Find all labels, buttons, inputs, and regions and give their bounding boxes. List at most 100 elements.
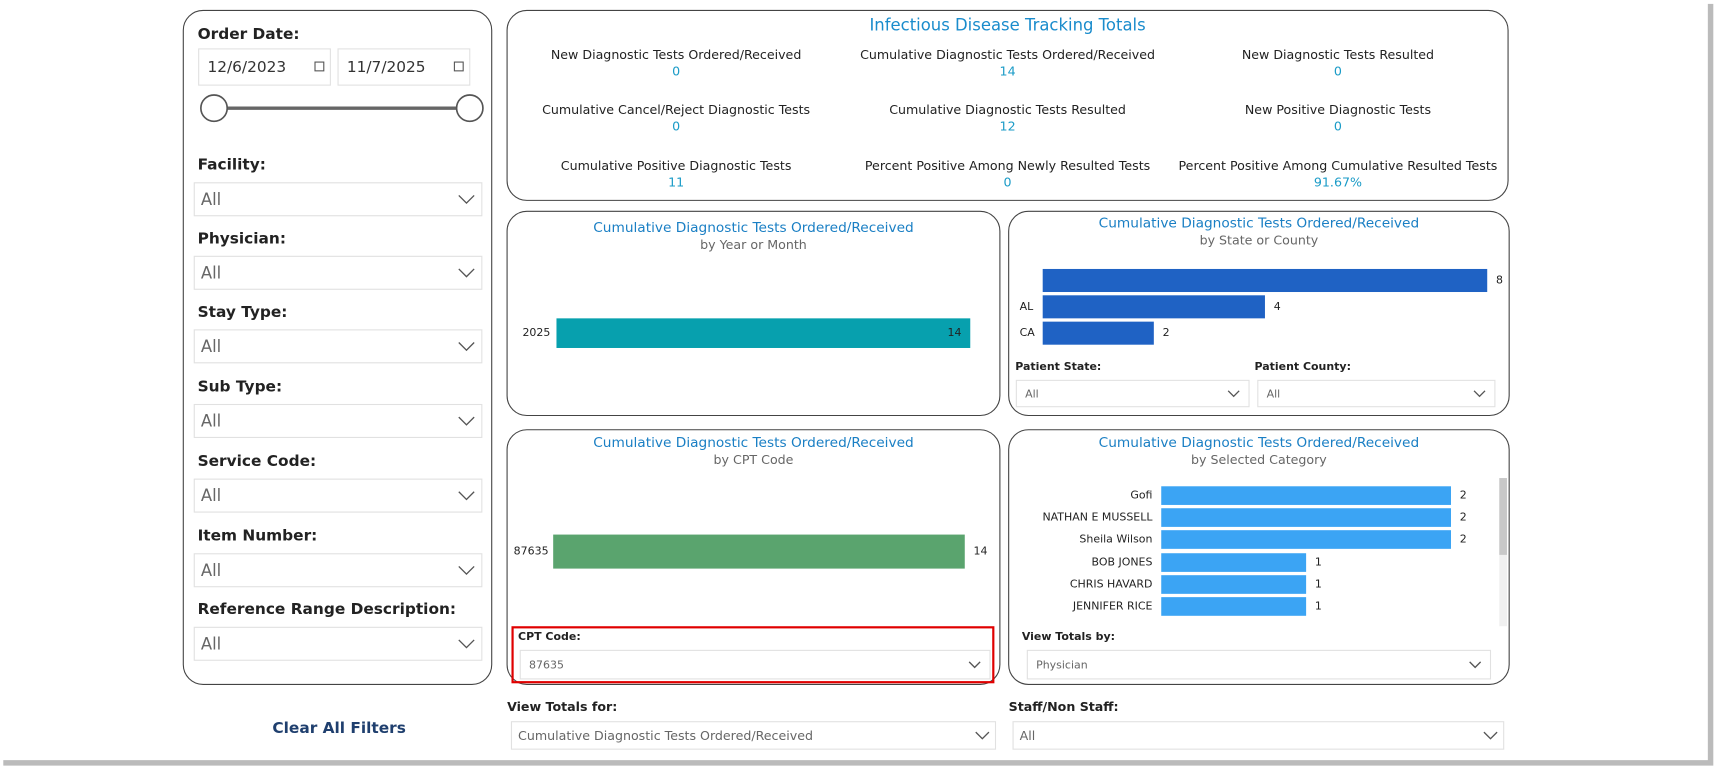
value-label: 2	[1460, 533, 1467, 546]
chevron[interactable]	[968, 661, 981, 669]
kpi-value: 0	[1334, 63, 1342, 78]
chart-subtitle: by CPT Code	[714, 452, 794, 467]
kpi-label: Percent Positive Among Cumulative Result…	[1179, 158, 1498, 173]
bar	[1161, 575, 1307, 594]
value-label: 1	[1315, 556, 1322, 569]
chevron[interactable]	[458, 194, 475, 205]
dropdown-value: All	[201, 412, 221, 431]
chevron[interactable]	[458, 639, 475, 649]
dropdown[interactable]	[510, 721, 997, 750]
dropdown-label: View Totals for:	[507, 699, 617, 714]
kpi-value: 0	[672, 63, 680, 78]
dropdown-value: All	[1020, 728, 1036, 743]
category-label: NATHAN E MUSSELL	[1042, 511, 1153, 524]
dropdown[interactable]	[1026, 649, 1492, 680]
chevron[interactable]	[458, 491, 475, 501]
dropdown-label: Staff/Non Staff:	[1009, 699, 1119, 714]
dropdown-value: Physician	[1036, 659, 1088, 672]
dropdown[interactable]	[193, 626, 483, 661]
kpi-label: Cumulative Diagnostic Tests Resulted	[889, 102, 1126, 117]
value-label: 1	[1315, 578, 1322, 591]
value-label: 4	[1274, 300, 1281, 313]
chevron[interactable]	[458, 268, 475, 278]
bar	[1161, 530, 1451, 549]
kpi-label: Cumulative Cancel/Reject Diagnostic Test…	[542, 102, 810, 117]
category-label: 2025	[522, 326, 550, 339]
kpi-value: 12	[1000, 118, 1016, 133]
category-label: Sheila Wilson	[1079, 533, 1152, 546]
dropdown-value: 87635	[529, 659, 564, 672]
bar	[1161, 486, 1451, 505]
kpi-label: Cumulative Diagnostic Tests Ordered/Rece…	[860, 47, 1155, 62]
chevron[interactable]	[1473, 390, 1486, 398]
dropdown-value: All	[1267, 388, 1281, 401]
chart-title: Cumulative Diagnostic Tests Ordered/Rece…	[1099, 215, 1420, 231]
clear-filters[interactable]: Clear All Filters	[272, 719, 406, 737]
dropdown-value: All	[201, 634, 221, 653]
calendar-icon[interactable]	[314, 61, 325, 72]
date-input[interactable]	[198, 48, 331, 86]
bar	[1042, 268, 1488, 293]
chevron[interactable]	[1227, 390, 1240, 398]
bar	[553, 534, 965, 569]
kpi-label: Cumulative Positive Diagnostic Tests	[561, 158, 792, 173]
kpi-value: 0	[1004, 174, 1012, 189]
bar	[1042, 321, 1154, 345]
dropdown-value: All	[201, 263, 221, 282]
kpi-label: Percent Positive Among Newly Resulted Te…	[865, 158, 1150, 173]
kpi-value: 11	[668, 174, 684, 189]
dropdown[interactable]	[193, 329, 483, 364]
chevron[interactable]	[975, 731, 990, 740]
dropdown[interactable]	[1012, 721, 1505, 750]
category-label: Gofi	[1130, 489, 1152, 502]
bar	[1161, 597, 1307, 616]
slider-handle[interactable]	[200, 94, 229, 123]
chart-title: Cumulative Diagnostic Tests Ordered/Rece…	[1099, 435, 1420, 451]
dropdown[interactable]	[519, 649, 991, 680]
dropdown-value: Cumulative Diagnostic Tests Ordered/Rece…	[518, 728, 813, 743]
highlight-box	[511, 626, 995, 684]
dropdown[interactable]	[193, 403, 483, 438]
dropdown-label: View Totals by:	[1022, 630, 1115, 643]
dropdown[interactable]	[193, 255, 483, 290]
category-label: CHRIS HAVARD	[1070, 578, 1153, 591]
dropdown[interactable]	[193, 182, 483, 217]
date-value: 12/6/2023	[207, 58, 286, 76]
dropdown-label: Reference Range Description:	[198, 600, 457, 618]
slider-handle[interactable]	[455, 94, 484, 123]
dropdown-value: All	[201, 337, 221, 356]
filter-label: Order Date:	[198, 25, 300, 43]
date-input[interactable]	[337, 48, 471, 86]
scrollbar-thumb[interactable]	[1499, 478, 1507, 555]
chart-panel	[506, 210, 1001, 417]
dropdown-label: Service Code:	[198, 452, 317, 470]
value-label: 1	[1315, 599, 1322, 612]
dropdown-value: All	[201, 561, 221, 580]
dropdown-label: CPT Code:	[518, 630, 581, 643]
dropdown[interactable]	[193, 553, 483, 588]
value-label: 14	[948, 326, 962, 339]
bar	[1161, 508, 1451, 527]
kpi-label: New Diagnostic Tests Resulted	[1242, 47, 1434, 62]
date-value: 11/7/2025	[347, 58, 426, 76]
dropdown-label: Item Number:	[198, 527, 318, 545]
calendar-icon[interactable]	[453, 61, 464, 72]
dropdown[interactable]	[1257, 379, 1496, 408]
chevron[interactable]	[1469, 661, 1482, 669]
dropdown-label: Patient State:	[1015, 360, 1101, 373]
chevron[interactable]	[458, 342, 475, 352]
dropdown[interactable]	[193, 478, 483, 513]
kpi-value: 14	[1000, 63, 1016, 78]
kpi-value: 0	[1334, 118, 1342, 133]
dropdown[interactable]	[1015, 379, 1250, 408]
kpi-label: New Positive Diagnostic Tests	[1245, 102, 1431, 117]
chevron[interactable]	[1483, 731, 1498, 740]
dropdown-label: Patient County:	[1255, 360, 1351, 373]
chart-title: Cumulative Diagnostic Tests Ordered/Rece…	[593, 220, 914, 236]
dropdown-value: All	[201, 486, 221, 505]
category-label: JENNIFER RICE	[1072, 599, 1153, 612]
chart-subtitle: by Year or Month	[700, 237, 807, 252]
chevron[interactable]	[458, 416, 475, 426]
chevron[interactable]	[458, 565, 475, 576]
bar	[1161, 553, 1307, 572]
